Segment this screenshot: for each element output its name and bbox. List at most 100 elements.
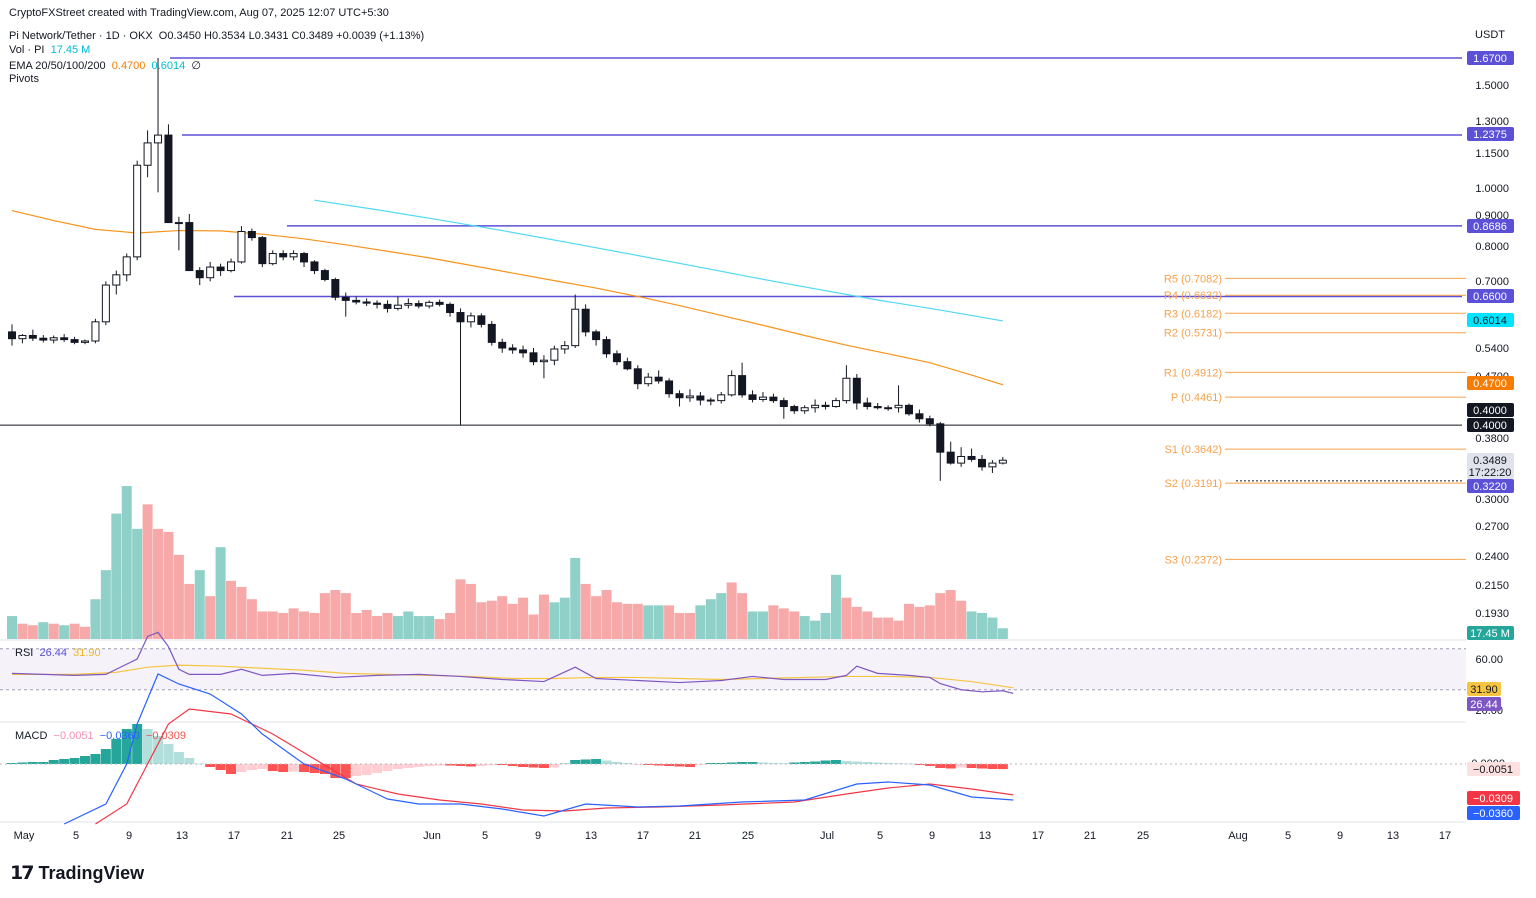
candle-body[interactable]: [425, 301, 434, 307]
candle-body[interactable]: [404, 303, 413, 306]
candle-body[interactable]: [446, 303, 455, 314]
candle-body[interactable]: [341, 296, 350, 301]
candle-body[interactable]: [800, 407, 809, 412]
candle-body[interactable]: [164, 134, 173, 224]
candle-body[interactable]: [665, 380, 674, 395]
candle-body[interactable]: [39, 337, 48, 341]
candle-body[interactable]: [414, 303, 423, 307]
candle-body[interactable]: [331, 279, 340, 298]
candle-body[interactable]: [560, 345, 569, 350]
candle-body[interactable]: [779, 400, 788, 408]
candle-body[interactable]: [675, 393, 684, 399]
candle-body[interactable]: [654, 376, 663, 382]
candle-body[interactable]: [268, 253, 277, 265]
candle-body[interactable]: [122, 256, 131, 276]
candle-body[interactable]: [592, 331, 601, 341]
candle-body[interactable]: [519, 349, 528, 354]
candle-body[interactable]: [18, 334, 27, 340]
candle-body[interactable]: [456, 312, 465, 323]
candle-body[interactable]: [821, 404, 830, 408]
candle-body[interactable]: [925, 418, 934, 425]
candle-body[interactable]: [811, 404, 820, 409]
candle-body[interactable]: [946, 451, 955, 464]
candle-body[interactable]: [435, 301, 444, 305]
candle-body[interactable]: [685, 395, 694, 399]
candle-body[interactable]: [91, 321, 100, 342]
candle-body[interactable]: [957, 455, 966, 464]
candle-body[interactable]: [28, 334, 37, 339]
candle-body[interactable]: [70, 339, 79, 343]
candle-body[interactable]: [154, 134, 163, 144]
candle-body[interactable]: [258, 237, 267, 265]
candle-body[interactable]: [581, 308, 590, 333]
candle-body[interactable]: [237, 230, 246, 263]
candle-body[interactable]: [487, 323, 496, 343]
candle-body[interactable]: [988, 462, 997, 468]
volume-bar: [330, 590, 341, 639]
candle-body[interactable]: [279, 253, 288, 258]
candle-body[interactable]: [383, 303, 392, 309]
candle-body[interactable]: [717, 394, 726, 402]
candle-body[interactable]: [466, 315, 475, 323]
candle-body[interactable]: [748, 394, 757, 400]
candle-body[interactable]: [206, 266, 215, 279]
candle-body[interactable]: [967, 455, 976, 460]
candle-body[interactable]: [477, 315, 486, 325]
candle-body[interactable]: [873, 406, 882, 409]
candle-body[interactable]: [227, 261, 236, 272]
candle-body[interactable]: [915, 413, 924, 420]
candle-body[interactable]: [352, 299, 361, 303]
candle-body[interactable]: [247, 230, 256, 239]
candle-body[interactable]: [216, 266, 225, 272]
candle-body[interactable]: [60, 337, 69, 341]
candle-body[interactable]: [112, 274, 121, 286]
candle-body[interactable]: [738, 375, 747, 396]
candle-body[interactable]: [550, 348, 559, 361]
candle-body[interactable]: [842, 377, 851, 402]
candle-body[interactable]: [508, 347, 517, 351]
candle-body[interactable]: [644, 376, 653, 385]
candle-body[interactable]: [143, 142, 152, 166]
candle-body[interactable]: [571, 308, 580, 347]
candle-body[interactable]: [289, 253, 298, 258]
ema-hidden-icon[interactable]: ∅: [191, 60, 201, 72]
candle-body[interactable]: [831, 400, 840, 408]
candle-body[interactable]: [977, 458, 986, 468]
candle-body[interactable]: [498, 341, 507, 349]
candle-body[interactable]: [101, 284, 110, 323]
candle-body[interactable]: [852, 377, 861, 404]
candle-body[interactable]: [602, 339, 611, 355]
candle-body[interactable]: [696, 395, 705, 401]
candle-body[interactable]: [758, 396, 767, 400]
candle-body[interactable]: [174, 222, 183, 225]
candle-body[interactable]: [8, 331, 16, 340]
candle-body[interactable]: [49, 337, 58, 341]
candle-body[interactable]: [195, 270, 204, 279]
candle-body[interactable]: [623, 361, 632, 370]
tradingview-logo[interactable]: 17 TradingView: [10, 861, 144, 885]
candle-body[interactable]: [539, 359, 548, 363]
candle-body[interactable]: [81, 340, 90, 343]
candle-body[interactable]: [300, 253, 309, 263]
candle-body[interactable]: [936, 423, 945, 453]
candle-body[interactable]: [998, 459, 1007, 464]
candle-body[interactable]: [362, 301, 371, 304]
candle-body[interactable]: [133, 164, 142, 258]
candle-body[interactable]: [863, 402, 872, 408]
candle-body[interactable]: [185, 222, 194, 272]
candle-body[interactable]: [790, 406, 799, 412]
candle-body[interactable]: [769, 396, 778, 402]
candle-body[interactable]: [529, 352, 538, 363]
candle-body[interactable]: [320, 270, 329, 281]
candle-body[interactable]: [894, 404, 903, 409]
candle-body[interactable]: [884, 407, 893, 410]
candle-body[interactable]: [633, 368, 642, 385]
candle-body[interactable]: [706, 399, 715, 402]
candle-body[interactable]: [727, 375, 736, 396]
candle-body[interactable]: [373, 302, 382, 305]
candle-body[interactable]: [612, 353, 621, 363]
candle-body[interactable]: [904, 404, 913, 415]
candle-body[interactable]: [310, 261, 319, 272]
candle-body[interactable]: [393, 304, 402, 309]
